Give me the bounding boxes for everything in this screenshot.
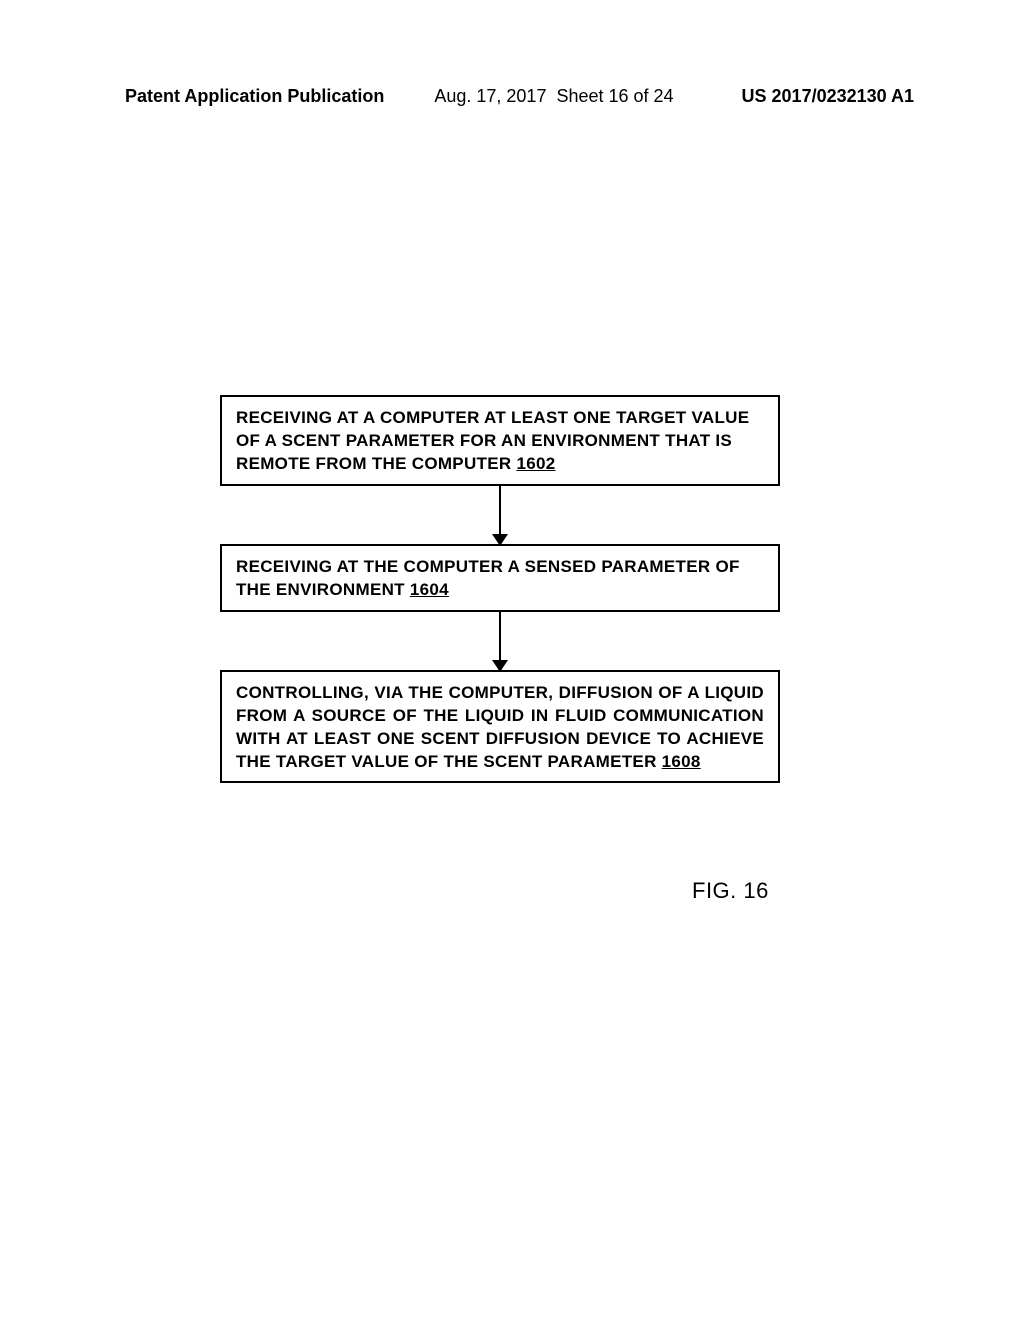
flowchart: RECEIVING AT A COMPUTER AT LEAST ONE TAR… [220, 395, 780, 783]
publication-number: US 2017/0232130 A1 [742, 86, 914, 107]
flow-box-3: CONTROLLING, VIA THE COMPUTER, DIFFUSION… [220, 670, 780, 784]
arrow-1 [499, 486, 502, 544]
flow-box-2-ref: 1604 [410, 580, 449, 599]
publication-type: Patent Application Publication [125, 86, 384, 107]
flow-box-2: RECEIVING AT THE COMPUTER A SENSED PARAM… [220, 544, 780, 612]
flow-box-3-ref: 1608 [662, 752, 701, 771]
publication-date: Aug. 17, 2017 [434, 86, 546, 107]
flow-box-1-ref: 1602 [516, 454, 555, 473]
flow-box-1-text: RECEIVING AT A COMPUTER AT LEAST ONE TAR… [236, 408, 749, 473]
figure-label: FIG. 16 [692, 878, 769, 904]
page-header: Patent Application Publication Aug. 17, … [125, 86, 914, 107]
sheet-number: Sheet 16 of 24 [556, 86, 673, 107]
flow-box-1: RECEIVING AT A COMPUTER AT LEAST ONE TAR… [220, 395, 780, 486]
arrow-2 [499, 612, 502, 670]
flow-box-2-text: RECEIVING AT THE COMPUTER A SENSED PARAM… [236, 557, 740, 599]
